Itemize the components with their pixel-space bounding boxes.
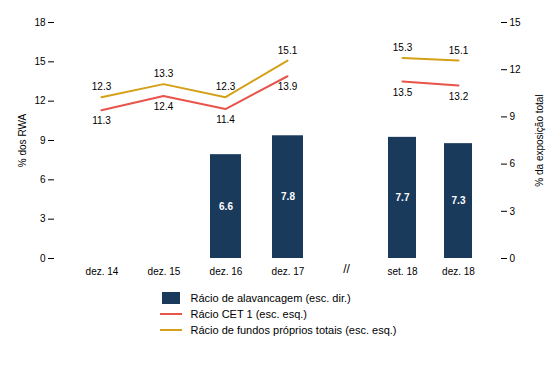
svg-text:6.6: 6.6 — [219, 201, 233, 212]
svg-text:6: 6 — [39, 174, 45, 185]
html-text:Rácio de alavancagem (esc. dir: Rácio de alavancagem (esc. dir.) — [190, 292, 351, 304]
svg-text:3: 3 — [509, 206, 515, 217]
svg-text:12.3: 12.3 — [91, 81, 111, 92]
svg-text:12.3: 12.3 — [215, 81, 235, 92]
svg-text:9: 9 — [39, 135, 45, 146]
svg-text:dez. 15: dez. 15 — [147, 266, 180, 277]
svg-text:11.3: 11.3 — [92, 115, 111, 126]
svg-text:% dos RWA: % dos RWA — [16, 114, 27, 168]
svg-text:3: 3 — [39, 213, 45, 224]
svg-text:15: 15 — [34, 56, 46, 67]
svg-text:13.3: 13.3 — [153, 68, 173, 79]
svg-text:12: 12 — [509, 64, 521, 75]
svg-text:% da exposição total: % da exposição total — [533, 94, 544, 186]
html-text:Rácio de fundos próprios totai: Rácio de fundos próprios totais (esc. es… — [190, 324, 397, 336]
svg-text:15.1: 15.1 — [448, 45, 468, 56]
svg-text:18: 18 — [34, 17, 46, 28]
svg-text:15: 15 — [509, 17, 521, 28]
svg-text:0: 0 — [39, 253, 45, 264]
svg-text:9: 9 — [509, 111, 515, 122]
svg-text:dez. 18: dez. 18 — [442, 266, 475, 277]
svg-text:6: 6 — [509, 158, 515, 169]
svg-text:7.8: 7.8 — [281, 191, 295, 202]
svg-text:15.3: 15.3 — [392, 42, 412, 53]
html-text:Rácio CET 1 (esc. esq.): Rácio CET 1 (esc. esq.) — [190, 308, 307, 320]
svg-text:13.2: 13.2 — [448, 91, 468, 102]
svg-text:12: 12 — [34, 95, 46, 106]
svg-text:13.5: 13.5 — [392, 87, 412, 98]
svg-text:7.7: 7.7 — [395, 192, 409, 203]
svg-text:set. 18: set. 18 — [387, 266, 417, 277]
svg-text:12.4: 12.4 — [153, 101, 173, 112]
svg-text:dez. 16: dez. 16 — [209, 266, 242, 277]
svg-text:11.4: 11.4 — [216, 114, 235, 125]
svg-text:13.9: 13.9 — [277, 81, 297, 92]
svg-text:dez. 17: dez. 17 — [271, 266, 304, 277]
svg-text:0: 0 — [509, 253, 515, 264]
svg-text:dez. 14: dez. 14 — [85, 266, 118, 277]
svg-text:7.3: 7.3 — [451, 195, 465, 206]
svg-text:15.1: 15.1 — [277, 45, 297, 56]
